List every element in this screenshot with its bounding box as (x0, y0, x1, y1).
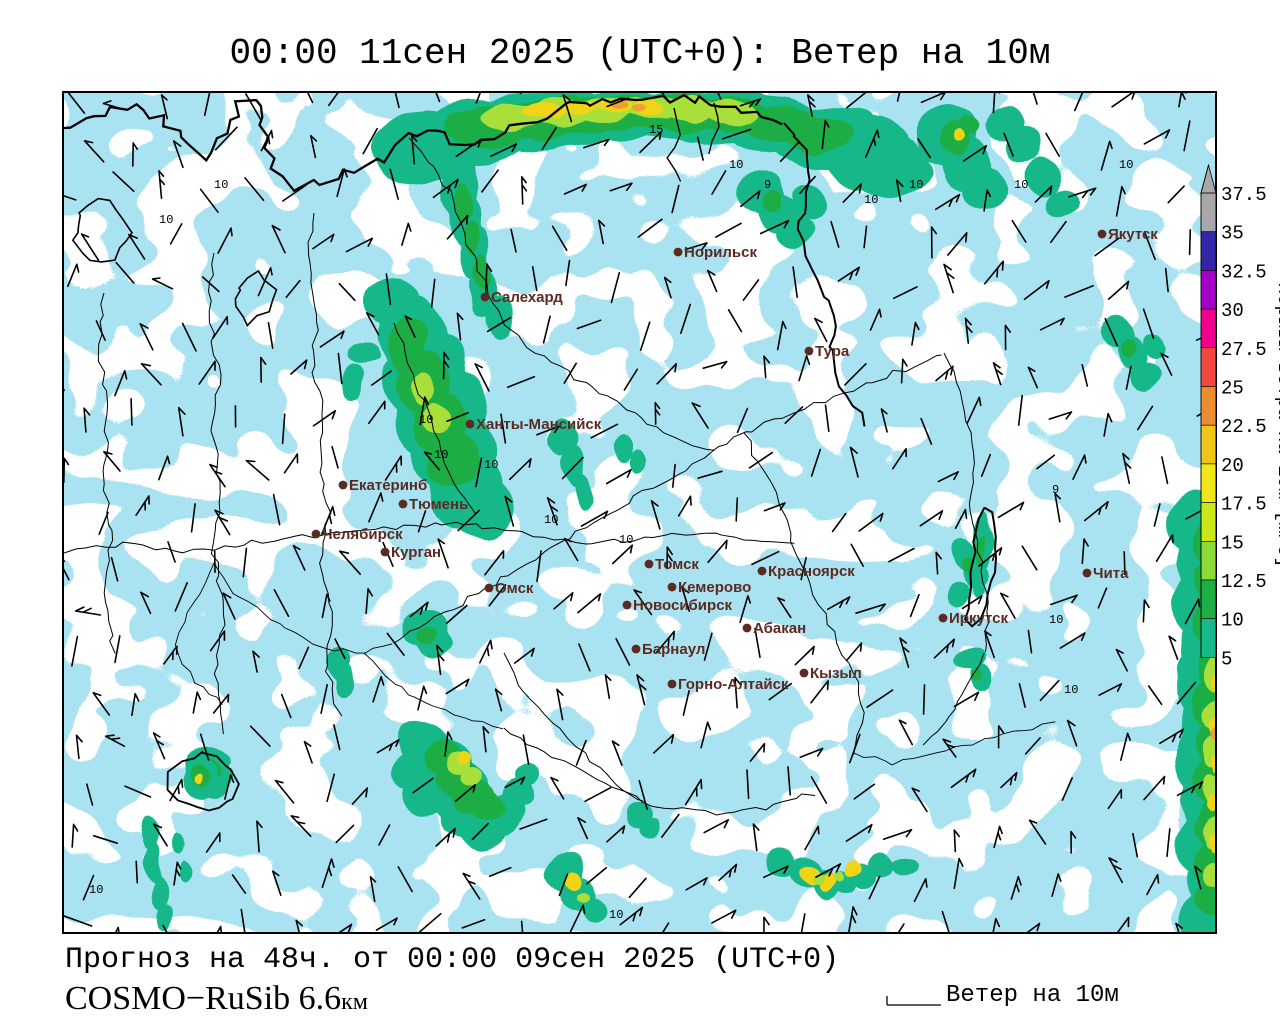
svg-text:10: 10 (729, 158, 743, 172)
svg-text:Порывы ветра на 10м [м/с]: Порывы ветра на 10м [м/с] (1273, 283, 1280, 568)
svg-text:10: 10 (909, 178, 923, 192)
svg-text:9: 9 (764, 178, 771, 192)
svg-text:10: 10 (1064, 683, 1078, 697)
svg-text:Якутск: Якутск (1108, 226, 1158, 243)
svg-text:Норильск: Норильск (684, 244, 757, 261)
svg-text:10: 10 (864, 193, 878, 207)
svg-text:Чита: Чита (1093, 565, 1129, 582)
svg-text:Ханты-Мансийск: Ханты-Мансийск (476, 416, 602, 433)
svg-text:35: 35 (1221, 223, 1244, 245)
svg-text:25: 25 (1221, 378, 1244, 400)
svg-text:15: 15 (1221, 532, 1244, 554)
svg-text:Красноярск: Красноярск (768, 563, 855, 580)
svg-text:Курган: Курган (391, 544, 441, 561)
svg-text:20: 20 (1221, 455, 1244, 477)
svg-text:10: 10 (1049, 613, 1063, 627)
svg-text:10: 10 (159, 213, 173, 227)
svg-text:Барнаул: Барнаул (642, 641, 705, 658)
svg-text:10: 10 (214, 178, 228, 192)
svg-text:Тюмень: Тюмень (409, 496, 468, 513)
svg-text:Омск: Омск (495, 580, 534, 597)
svg-text:10: 10 (1119, 158, 1133, 172)
svg-text:5: 5 (1221, 648, 1232, 670)
svg-text:10: 10 (1014, 178, 1028, 192)
svg-text:27.5: 27.5 (1221, 339, 1267, 361)
svg-text:10: 10 (89, 883, 103, 897)
svg-text:37.5: 37.5 (1221, 184, 1267, 206)
svg-text:Тура: Тура (815, 343, 850, 360)
svg-text:Томск: Томск (655, 556, 699, 573)
svg-text:Екатеринб: Екатеринб (349, 477, 427, 494)
svg-text:30: 30 (1221, 300, 1244, 322)
svg-text:10: 10 (484, 458, 498, 472)
svg-text:Салехард: Салехард (491, 289, 563, 306)
svg-text:Горно-Алтайск: Горно-Алтайск (678, 676, 789, 693)
svg-text:15: 15 (649, 123, 663, 137)
svg-text:10: 10 (619, 533, 633, 547)
svg-text:10: 10 (609, 908, 623, 922)
svg-text:32.5: 32.5 (1221, 261, 1267, 283)
svg-text:Иркутск: Иркутск (949, 610, 1008, 627)
svg-text:Кемерово: Кемерово (678, 579, 751, 596)
svg-text:12.5: 12.5 (1221, 571, 1267, 593)
svg-text:10: 10 (434, 448, 448, 462)
svg-text:Новосибирск: Новосибирск (633, 597, 733, 614)
svg-text:Челябирск: Челябирск (322, 526, 403, 543)
svg-text:17.5: 17.5 (1221, 494, 1267, 516)
svg-text:Абакан: Абакан (753, 620, 806, 637)
svg-text:Кызыл: Кызыл (810, 665, 862, 682)
svg-text:22.5: 22.5 (1221, 416, 1267, 438)
svg-text:10: 10 (1221, 610, 1244, 632)
